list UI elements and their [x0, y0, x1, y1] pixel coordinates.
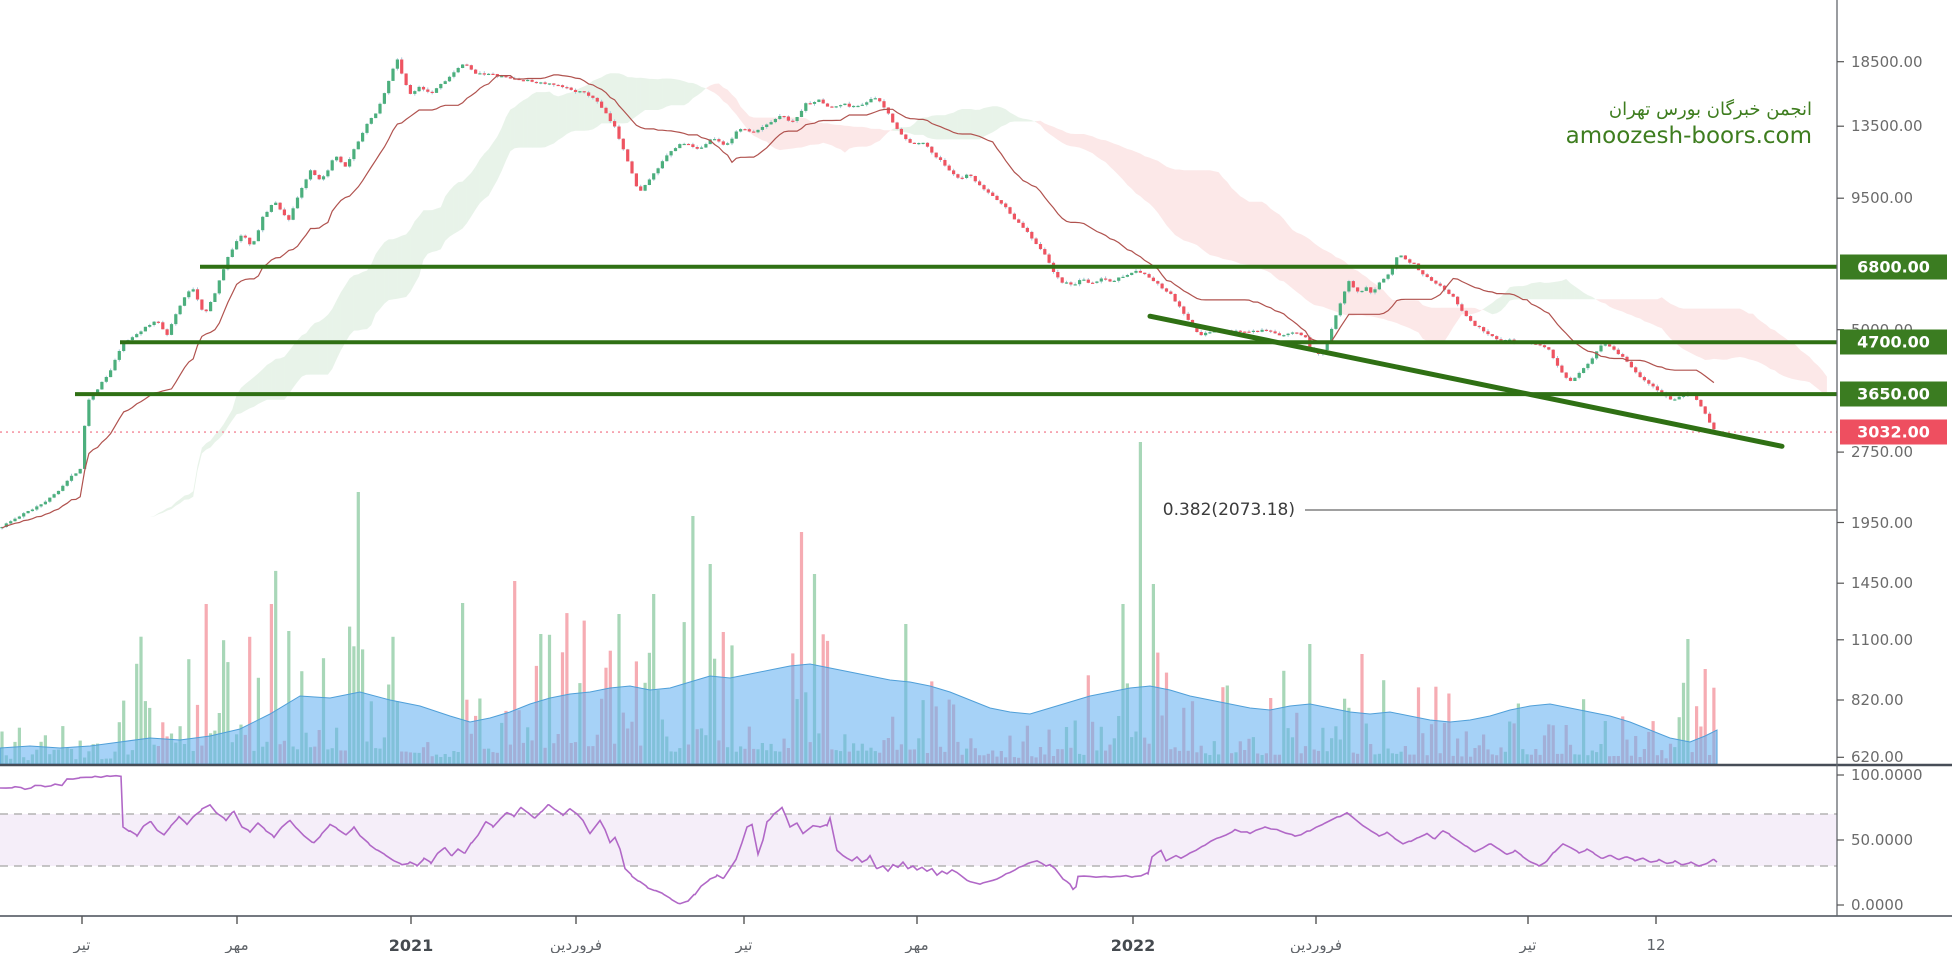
time-axis-label: مهر: [225, 936, 249, 953]
price-tick-label: 620.00: [1851, 748, 1904, 767]
time-axis-label: مهر: [905, 936, 929, 953]
volume-ma-area: [0, 663, 1718, 765]
support-resistance-lines[interactable]: [75, 264, 1837, 397]
time-axis-label: تیر: [735, 936, 753, 953]
watermark: انجمن خبرگان بورس تهران amoozesh-boors.c…: [1566, 99, 1812, 150]
price-tick-label: 18500.00: [1851, 52, 1923, 71]
price-level-box: 6800.00: [1840, 254, 1947, 280]
descending-trendline[interactable]: [1147, 313, 1785, 449]
time-axis-label: فروردین: [1289, 936, 1343, 953]
rsi-pane: [0, 774, 1837, 905]
ichimoku-cloud: [115, 73, 1827, 528]
watermark-line-persian: انجمن خبرگان بورس تهران: [1608, 99, 1812, 120]
price-tick-label: 1100.00: [1851, 630, 1914, 649]
watermark-line-site: amoozesh-boors.com: [1565, 122, 1812, 149]
price-level-box: 3650.00: [1840, 381, 1947, 407]
time-axis-label: 2022: [1110, 936, 1156, 953]
price-level-box: 4700.00: [1840, 329, 1947, 355]
time-axis-label: فروردین: [549, 936, 603, 953]
fib-retracement-label[interactable]: 0.382(2073.18): [1162, 500, 1295, 520]
time-axis-label: 12: [1646, 936, 1666, 953]
indicator-tick-label: 50.0000: [1851, 831, 1914, 849]
price-tick-label: 2750.00: [1851, 443, 1914, 462]
kijun-line: [1, 74, 1715, 529]
indicator-tick-label: 0.0000: [1851, 896, 1904, 914]
last-price-box: 3032.00: [1840, 419, 1947, 445]
rsi-line: [0, 774, 1718, 905]
price-tick-label: 1950.00: [1851, 513, 1914, 532]
price-tick-label: 1450.00: [1851, 574, 1914, 593]
price-tick-label: 820.00: [1851, 691, 1904, 709]
time-axis-label: تیر: [73, 936, 91, 953]
time-axis-label: تیر: [1519, 936, 1537, 953]
indicator-tick-label: 100.0000: [1851, 766, 1923, 784]
price-tick-label: 9500.00: [1851, 189, 1914, 208]
price-tick-label: 13500.00: [1851, 117, 1923, 136]
time-axis-label: 2021: [388, 936, 434, 953]
